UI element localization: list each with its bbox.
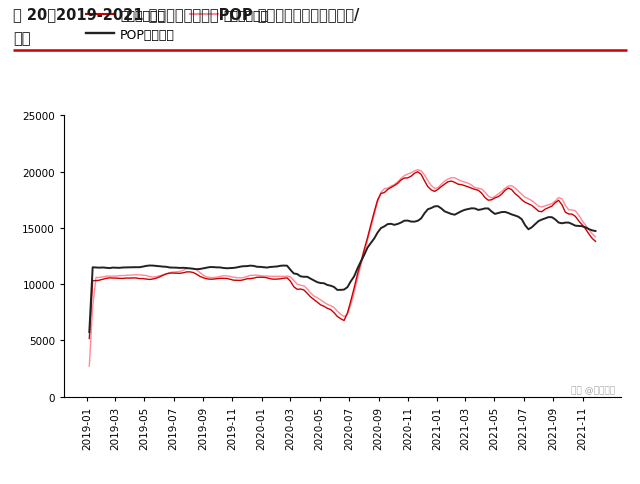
Text: 头条 @未来智库: 头条 @未来智库	[571, 385, 615, 394]
Text: 吨）: 吨）	[13, 31, 30, 46]
Legend: 环氧丙烷均价, POP聚醚均价, 软泡聚醚均价: 环氧丙烷均价, POP聚醚均价, 软泡聚醚均价	[81, 4, 274, 46]
Text: 图 20：2019-2021 年中国环氧丙烷、POP 聚醚及软泡聚醚均价（元/: 图 20：2019-2021 年中国环氧丙烷、POP 聚醚及软泡聚醚均价（元/	[13, 7, 359, 22]
Line: 软泡聚醚均价: 软泡聚醚均价	[90, 170, 595, 366]
Line: POP聚醚均价: POP聚醚均价	[90, 207, 595, 333]
Line: 环氧丙烷均价: 环氧丙烷均价	[90, 172, 595, 339]
